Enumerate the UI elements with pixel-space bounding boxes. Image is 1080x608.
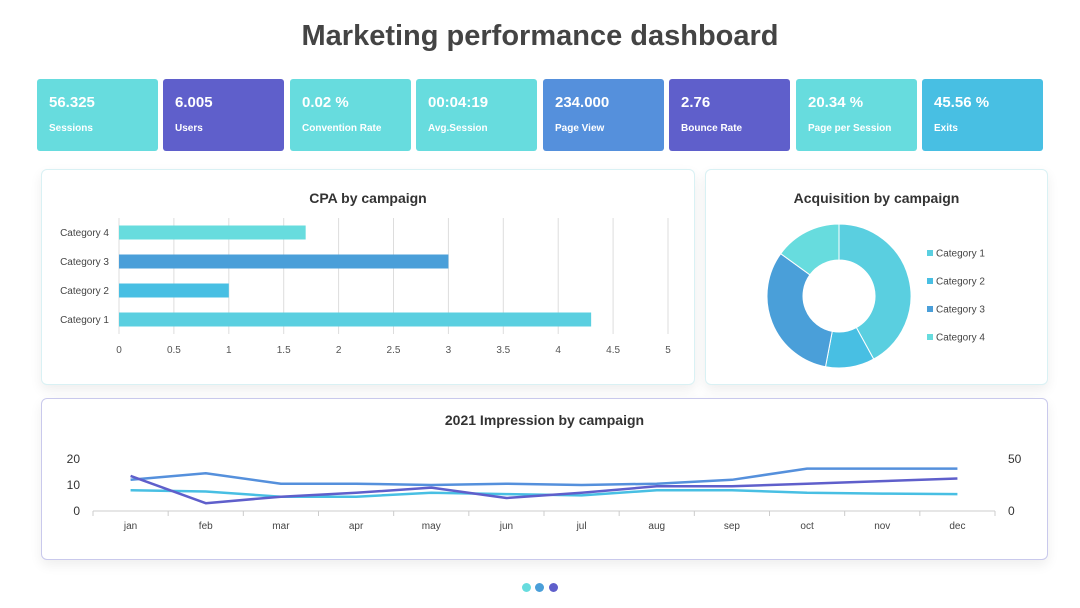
kpi-card-sessions[interactable]: 56.325 Sessions bbox=[37, 79, 158, 151]
kpi-label: Exits bbox=[934, 123, 958, 134]
series-line bbox=[130, 467, 958, 487]
bar bbox=[119, 254, 449, 269]
x-tick-label: 4 bbox=[555, 345, 561, 356]
legend-label: Category 4 bbox=[936, 333, 985, 344]
pager-dot[interactable] bbox=[535, 583, 544, 592]
pager-dot[interactable] bbox=[522, 583, 531, 592]
kpi-value: 234.000 bbox=[555, 94, 610, 111]
cpa-chart-title: CPA by campaign bbox=[309, 190, 427, 206]
impression-chart-panel: 2021 Impression by campaign jan feb mar apr… bbox=[41, 398, 1048, 560]
kpi-label: Bounce Rate bbox=[681, 123, 743, 134]
impression-line-chart: jan feb mar apr may jun jul aug sep oct nov dec 0 10 2… bbox=[67, 452, 1022, 532]
bar bbox=[119, 225, 306, 240]
cpa-chart-panel: CPA by campaign 0 0.5 1 1.5 2 2.5 3 3.5 4 4.5 5 Cat… bbox=[41, 169, 695, 385]
x-tick-label: apr bbox=[349, 521, 364, 532]
kpi-label: Users bbox=[175, 123, 203, 134]
x-tick-label: jun bbox=[499, 521, 513, 532]
kpi-label: Page View bbox=[555, 123, 605, 134]
kpi-value: 20.34 % bbox=[808, 94, 864, 111]
y-left-tick-label: 10 bbox=[67, 478, 81, 492]
kpi-value: 2.76 bbox=[681, 94, 711, 111]
x-tick-label: may bbox=[422, 521, 441, 532]
x-tick-label: oct bbox=[800, 521, 814, 532]
y-right-tick-label: 50 bbox=[1008, 452, 1022, 466]
acquisition-donut-chart: Category 1 Category 2 Category 3 Category 4 bbox=[766, 223, 985, 369]
kpi-card-page-per-session[interactable]: 20.34 % Page per Session bbox=[796, 79, 917, 151]
y-tick-label: Category 2 bbox=[60, 286, 109, 297]
x-tick-label: dec bbox=[949, 521, 965, 532]
x-tick-label: 0.5 bbox=[167, 345, 181, 356]
legend-label: Category 2 bbox=[936, 277, 985, 288]
kpi-card-users[interactable]: 6.005 Users bbox=[163, 79, 284, 151]
legend-swatch bbox=[927, 334, 933, 340]
kpi-label: Convention Rate bbox=[302, 123, 382, 134]
kpi-value: 0.02 % bbox=[302, 94, 349, 111]
x-tick-label: mar bbox=[272, 521, 290, 532]
legend-swatch bbox=[927, 250, 933, 256]
bar bbox=[119, 283, 229, 298]
x-tick-label: jan bbox=[123, 521, 137, 532]
kpi-card-page-view[interactable]: 234.000 Page View bbox=[543, 79, 664, 151]
y-left-tick-label: 20 bbox=[67, 452, 81, 466]
donut-slice bbox=[838, 223, 912, 360]
x-tick-label: 5 bbox=[665, 345, 671, 356]
kpi-card-bounce-rate[interactable]: 2.76 Bounce Rate bbox=[669, 79, 790, 151]
x-tick-label: 3.5 bbox=[496, 345, 510, 356]
kpi-value: 00:04:19 bbox=[428, 94, 489, 111]
legend-label: Category 3 bbox=[936, 305, 985, 316]
x-tick-label: aug bbox=[648, 521, 665, 532]
page-title: Marketing performance dashboard bbox=[301, 20, 779, 52]
y-tick-label: Category 4 bbox=[60, 228, 109, 239]
x-tick-label: nov bbox=[874, 521, 890, 532]
x-tick-label: 1.5 bbox=[277, 345, 291, 356]
kpi-label: Avg.Session bbox=[428, 123, 488, 134]
legend-swatch bbox=[927, 306, 933, 312]
donut-slice bbox=[780, 223, 840, 276]
kpi-card-exits[interactable]: 45.56 % Exits bbox=[922, 79, 1043, 151]
y-left-tick-label: 0 bbox=[73, 504, 80, 518]
kpi-value: 45.56 % bbox=[934, 94, 990, 111]
bar bbox=[119, 312, 592, 327]
x-tick-label: sep bbox=[724, 521, 741, 532]
kpi-label: Sessions bbox=[49, 123, 93, 134]
impression-chart-title: 2021 Impression by campaign bbox=[444, 412, 645, 428]
acquisition-chart-title: Acquisition by campaign bbox=[793, 190, 960, 206]
y-tick-label: Category 3 bbox=[60, 257, 109, 268]
pager-dot[interactable] bbox=[549, 583, 558, 592]
cpa-bar-chart: 0 0.5 1 1.5 2 2.5 3 3.5 4 4.5 5 Category 1 Category … bbox=[60, 218, 671, 356]
kpi-label: Page per Session bbox=[808, 123, 892, 134]
x-tick-label: 2 bbox=[336, 345, 342, 356]
y-tick-label: Category 1 bbox=[60, 315, 109, 326]
x-tick-label: 0 bbox=[116, 345, 122, 356]
kpi-value: 6.005 bbox=[175, 94, 213, 111]
x-tick-label: 3 bbox=[446, 345, 452, 356]
legend-label: Category 1 bbox=[936, 249, 985, 260]
y-right-tick-label: 0 bbox=[1008, 504, 1015, 518]
series-line bbox=[130, 474, 958, 505]
x-tick-label: feb bbox=[199, 521, 213, 532]
x-tick-label: jul bbox=[576, 521, 587, 532]
x-tick-label: 2.5 bbox=[387, 345, 401, 356]
x-tick-label: 4.5 bbox=[606, 345, 620, 356]
legend-swatch bbox=[927, 278, 933, 284]
kpi-value: 56.325 bbox=[49, 94, 95, 111]
donut-slice bbox=[766, 252, 833, 368]
x-tick-label: 1 bbox=[226, 345, 232, 356]
kpi-card-convention-rate[interactable]: 0.02 % Convention Rate bbox=[290, 79, 411, 151]
kpi-card-avg-session[interactable]: 00:04:19 Avg.Session bbox=[416, 79, 537, 151]
acquisition-chart-panel: Acquisition by campaign Category 1 Catego… bbox=[705, 169, 1048, 385]
